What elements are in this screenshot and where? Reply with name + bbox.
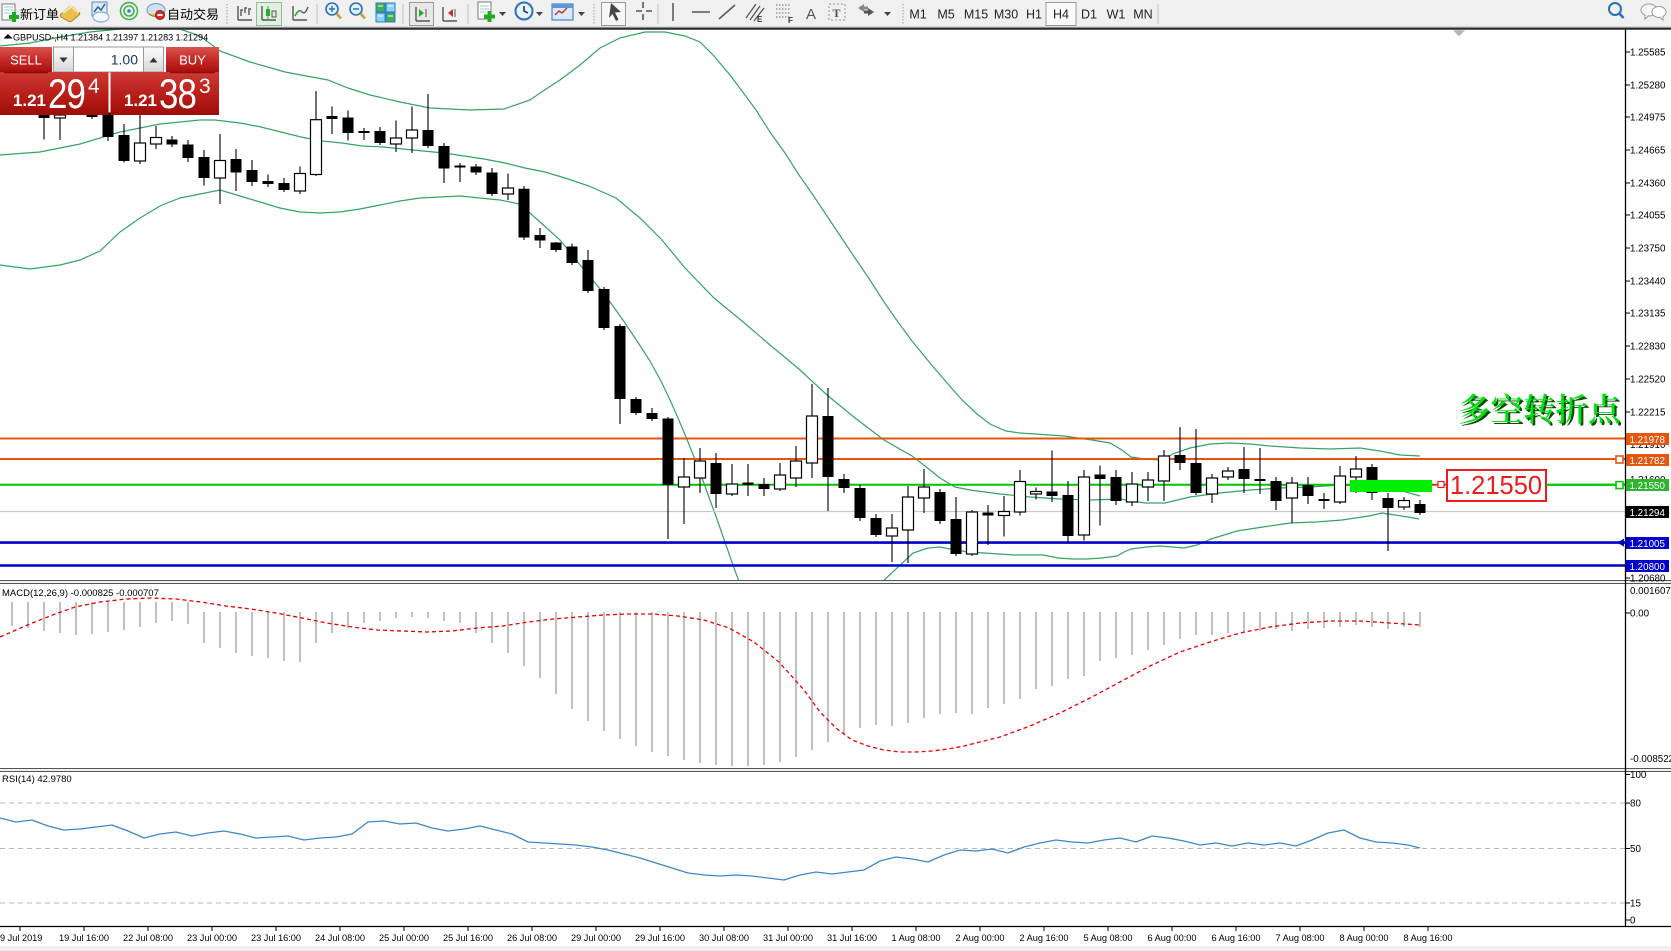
svg-text:M30: M30 [994, 8, 1018, 22]
svg-text:M5: M5 [937, 8, 954, 22]
svg-text:T: T [833, 6, 841, 20]
svg-text:1.24360: 1.24360 [1630, 179, 1666, 190]
svg-text:1.22215: 1.22215 [1630, 408, 1666, 419]
svg-text:29: 29 [48, 71, 85, 118]
svg-text:26 Jul 08:00: 26 Jul 08:00 [507, 933, 557, 943]
svg-text:22 Jul 08:00: 22 Jul 08:00 [123, 933, 173, 943]
svg-text:W1: W1 [1107, 8, 1126, 22]
svg-text:0: 0 [1630, 916, 1636, 927]
svg-text:1.23440: 1.23440 [1630, 277, 1666, 288]
svg-text:M15: M15 [964, 8, 988, 22]
svg-text:9 Jul 2019: 9 Jul 2019 [0, 933, 42, 943]
svg-text:1.20800: 1.20800 [1630, 562, 1666, 573]
svg-text:1.24975: 1.24975 [1630, 113, 1666, 124]
svg-text:H1: H1 [1026, 8, 1042, 22]
svg-text:1.21: 1.21 [13, 91, 46, 110]
svg-text:4: 4 [88, 75, 100, 98]
svg-text:19 Jul 16:00: 19 Jul 16:00 [59, 933, 109, 943]
svg-text:5 Aug 08:00: 5 Aug 08:00 [1083, 933, 1132, 943]
svg-text:7 Aug 08:00: 7 Aug 08:00 [1275, 933, 1324, 943]
svg-text:1.00: 1.00 [111, 52, 138, 68]
svg-text:0.00: 0.00 [1630, 609, 1650, 620]
svg-text:100: 100 [1630, 770, 1647, 781]
svg-text:1.21782: 1.21782 [1630, 456, 1665, 467]
svg-text:1.24055: 1.24055 [1630, 211, 1666, 222]
svg-text:1.25280: 1.25280 [1630, 81, 1666, 92]
svg-text:1 Aug 08:00: 1 Aug 08:00 [891, 933, 940, 943]
svg-text:80: 80 [1630, 799, 1641, 810]
svg-text:MN: MN [1133, 8, 1152, 22]
svg-text:8 Aug 16:00: 8 Aug 16:00 [1403, 933, 1452, 943]
svg-text:1.24665: 1.24665 [1630, 146, 1666, 157]
svg-text:1.21550: 1.21550 [1630, 481, 1666, 492]
svg-text:25 Jul 16:00: 25 Jul 16:00 [443, 933, 493, 943]
svg-text:1.20680: 1.20680 [1630, 574, 1666, 585]
svg-text:29 Jul 16:00: 29 Jul 16:00 [635, 933, 685, 943]
svg-text:1.21294: 1.21294 [1630, 508, 1666, 519]
svg-text:E: E [757, 15, 763, 24]
svg-text:2 Aug 00:00: 2 Aug 00:00 [955, 933, 1004, 943]
svg-text:6 Aug 16:00: 6 Aug 16:00 [1211, 933, 1260, 943]
svg-text:2 Aug 16:00: 2 Aug 16:00 [1019, 933, 1068, 943]
svg-text:MACD(12,26,9) -0.000825 -0.000: MACD(12,26,9) -0.000825 -0.000707 [2, 588, 159, 599]
svg-text:D1: D1 [1081, 8, 1097, 22]
svg-text:3: 3 [199, 75, 211, 98]
svg-text:38: 38 [159, 71, 196, 118]
svg-text:RSI(14) 42.9780: RSI(14) 42.9780 [2, 774, 72, 785]
svg-text:-0.008522: -0.008522 [1630, 754, 1671, 765]
svg-text:1.22830: 1.22830 [1630, 342, 1666, 353]
svg-text:1.21910: 1.21910 [1630, 440, 1666, 451]
svg-text:SELL: SELL [10, 53, 42, 68]
svg-text:1.21: 1.21 [124, 91, 157, 110]
svg-text:1.21550: 1.21550 [1450, 472, 1542, 500]
svg-text:31 Jul 00:00: 31 Jul 00:00 [763, 933, 813, 943]
svg-text:6 Aug 00:00: 6 Aug 00:00 [1147, 933, 1196, 943]
svg-text:1.22520: 1.22520 [1630, 375, 1666, 386]
svg-text:15: 15 [1630, 899, 1641, 910]
svg-text:1.25585: 1.25585 [1630, 48, 1666, 59]
svg-text:23 Jul 16:00: 23 Jul 16:00 [251, 933, 301, 943]
svg-text:25 Jul 00:00: 25 Jul 00:00 [379, 933, 429, 943]
svg-text:1.23135: 1.23135 [1630, 309, 1666, 320]
svg-text:BUY: BUY [179, 53, 206, 68]
svg-text:F: F [788, 16, 793, 25]
svg-text:H4: H4 [1053, 8, 1069, 22]
svg-text:M1: M1 [909, 8, 926, 22]
svg-text:1.21978: 1.21978 [1630, 435, 1666, 446]
svg-text:GBPUSD-,H4 1.21384 1.21397 1.: GBPUSD-,H4 1.21384 1.21397 1.21283 1.212… [13, 33, 208, 43]
svg-text:1.21005: 1.21005 [1630, 539, 1666, 550]
svg-text:A: A [806, 6, 816, 23]
svg-text:23 Jul 00:00: 23 Jul 00:00 [187, 933, 237, 943]
svg-text:50: 50 [1630, 844, 1641, 855]
svg-text:30 Jul 08:00: 30 Jul 08:00 [699, 933, 749, 943]
svg-text:8 Aug 00:00: 8 Aug 00:00 [1339, 933, 1388, 943]
svg-text:0.001607: 0.001607 [1630, 586, 1671, 597]
svg-text:1.23750: 1.23750 [1630, 244, 1666, 255]
svg-text:31 Jul 16:00: 31 Jul 16:00 [827, 933, 877, 943]
svg-text:29 Jul 00:00: 29 Jul 00:00 [571, 933, 621, 943]
svg-text:24 Jul 08:00: 24 Jul 08:00 [315, 933, 365, 943]
